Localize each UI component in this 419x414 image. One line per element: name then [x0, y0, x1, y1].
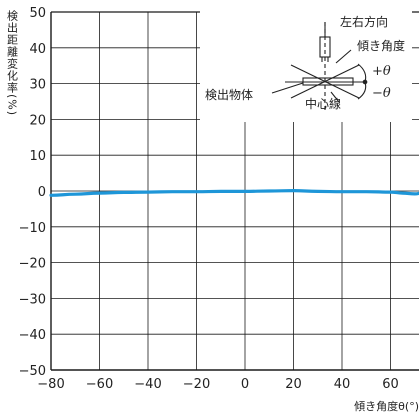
- y-tick-label: −10: [19, 221, 46, 236]
- tick-labels: −80−60−40−2002040608050403020100−10−20−3…: [19, 6, 399, 392]
- x-tick-label: 40: [334, 377, 351, 392]
- y-axis-label: 検出距離変化率(%): [6, 9, 19, 116]
- x-tick-label: 20: [285, 377, 302, 392]
- y-tick-label: 40: [29, 42, 46, 57]
- y-tick-label: −50: [19, 364, 46, 379]
- x-axis-label: 傾き角度θ(°): [354, 399, 419, 413]
- x-tick-label: −80: [37, 377, 64, 392]
- inset-label-left-right-direction: 左右方向: [340, 14, 388, 29]
- inset-label-center-line: 中心線: [305, 96, 341, 111]
- data-series: [49, 189, 419, 197]
- inset-label-plus-theta: +θ: [372, 64, 391, 79]
- x-tick-label: −60: [86, 377, 113, 392]
- y-tick-label: −40: [19, 328, 46, 343]
- inset-label-tilt-angle: 傾き角度: [357, 38, 405, 53]
- inset-label-minus-theta: −θ: [372, 86, 391, 101]
- x-tick-label: 0: [241, 377, 249, 392]
- inset-background: [200, 10, 412, 122]
- inset-label-detected-object: 検出物体: [205, 88, 253, 102]
- inset-diagram: 左右方向 傾き角度 +θ −θ 検出物体 中心線: [200, 10, 412, 122]
- x-tick-label: −40: [134, 377, 161, 392]
- y-tick-label: 20: [29, 113, 46, 128]
- y-tick-label: −30: [19, 292, 46, 307]
- y-tick-label: 10: [29, 149, 46, 164]
- y-tick-label: 50: [29, 6, 46, 21]
- y-tick-label: −20: [19, 257, 46, 272]
- y-tick-label: 30: [29, 78, 46, 93]
- detected-object-icon: [271, 22, 368, 112]
- x-tick-label: 60: [382, 377, 399, 392]
- series-line: [49, 189, 419, 197]
- y-tick-label: 0: [38, 185, 46, 200]
- x-tick-label: −20: [183, 377, 210, 392]
